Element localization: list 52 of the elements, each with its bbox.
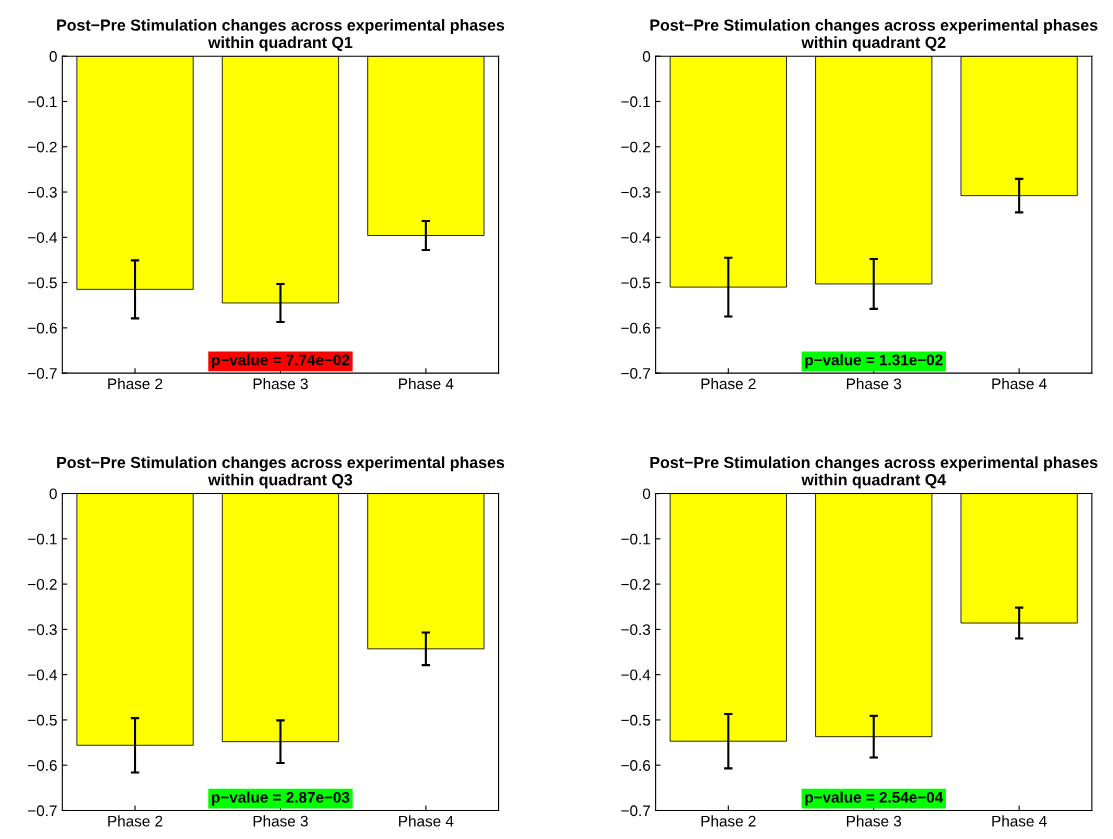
- y-tick-label: −0.4: [28, 669, 58, 681]
- y-tick-label: −0.2: [621, 578, 650, 590]
- y-tick-label: −0.5: [621, 277, 651, 289]
- annotation: p−value = 1.31e−02: [805, 354, 943, 369]
- y-tick-label: −0.6: [621, 760, 651, 771]
- y-tick-label: −0.7: [621, 368, 650, 379]
- y-tick-label: −0.6: [28, 760, 57, 771]
- annotation: p−value = 2.54e−04: [805, 791, 944, 806]
- x-tick-label: Phase 4: [399, 377, 454, 390]
- x-tick-label: Phase 4: [992, 377, 1047, 390]
- y-tick-label: −0.3: [621, 186, 651, 198]
- x-tick-label: Phase 4: [399, 815, 454, 827]
- chart-title: Post−Pre Stimulation changes across experimental phases within quadrant Q4: [650, 456, 1098, 489]
- x-tick-label: Phase 2: [108, 377, 163, 390]
- y-tick-label: −0.1: [28, 96, 57, 108]
- y-tick-label: 0: [49, 488, 57, 500]
- y-tick-label: −0.1: [621, 96, 651, 108]
- y-tick-label: −0.3: [621, 624, 651, 636]
- y-tick-label: −0.6: [621, 322, 651, 334]
- annotation: p−value = 2.87e−03: [212, 791, 350, 806]
- x-tick-label: Phase 3: [253, 377, 308, 390]
- y-tick-label: −0.7: [28, 368, 57, 379]
- y-tick-label: −0.2: [28, 578, 57, 590]
- x-tick-label: Phase 3: [846, 377, 902, 390]
- y-tick-label: −0.5: [28, 277, 57, 289]
- chart-title: Post−Pre Stimulation changes across experimental phases within quadrant Q2: [650, 19, 1098, 52]
- y-tick-label: 0: [49, 51, 57, 62]
- x-tick-label: Phase 3: [846, 815, 902, 827]
- x-tick-label: Phase 3: [253, 815, 308, 827]
- y-tick-label: −0.7: [28, 805, 57, 817]
- y-tick-label: −0.7: [621, 805, 650, 817]
- chart-title: Post−Pre Stimulation changes across experimental phases within quadrant Q3: [57, 456, 505, 489]
- y-tick-label: −0.4: [28, 232, 58, 243]
- x-tick-label: Phase 2: [701, 815, 756, 827]
- y-tick-label: −0.3: [28, 624, 57, 636]
- y-tick-label: −0.1: [621, 533, 651, 545]
- y-tick-label: −0.6: [28, 322, 57, 334]
- chart-title: Post−Pre Stimulation changes across experimental phases within quadrant Q1: [57, 19, 505, 52]
- y-tick-label: 0: [642, 488, 651, 500]
- y-tick-label: −0.1: [28, 533, 57, 545]
- y-tick-label: −0.4: [621, 669, 651, 681]
- annotation: p−value = 7.74e−02: [212, 354, 350, 369]
- y-tick-label: −0.2: [28, 141, 57, 153]
- y-tick-label: −0.4: [621, 232, 651, 243]
- y-tick-label: −0.5: [621, 714, 651, 726]
- x-tick-label: Phase 4: [992, 815, 1047, 827]
- y-tick-label: 0: [642, 51, 651, 62]
- x-tick-label: Phase 2: [701, 377, 756, 390]
- y-tick-label: −0.2: [621, 141, 650, 153]
- y-tick-label: −0.3: [28, 186, 57, 198]
- x-tick-label: Phase 2: [108, 815, 163, 827]
- y-tick-label: −0.5: [28, 714, 57, 726]
